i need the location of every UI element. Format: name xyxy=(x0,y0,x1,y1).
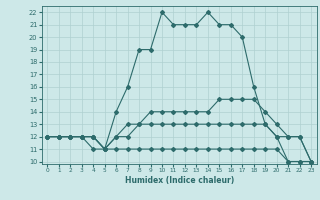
X-axis label: Humidex (Indice chaleur): Humidex (Indice chaleur) xyxy=(124,176,234,185)
